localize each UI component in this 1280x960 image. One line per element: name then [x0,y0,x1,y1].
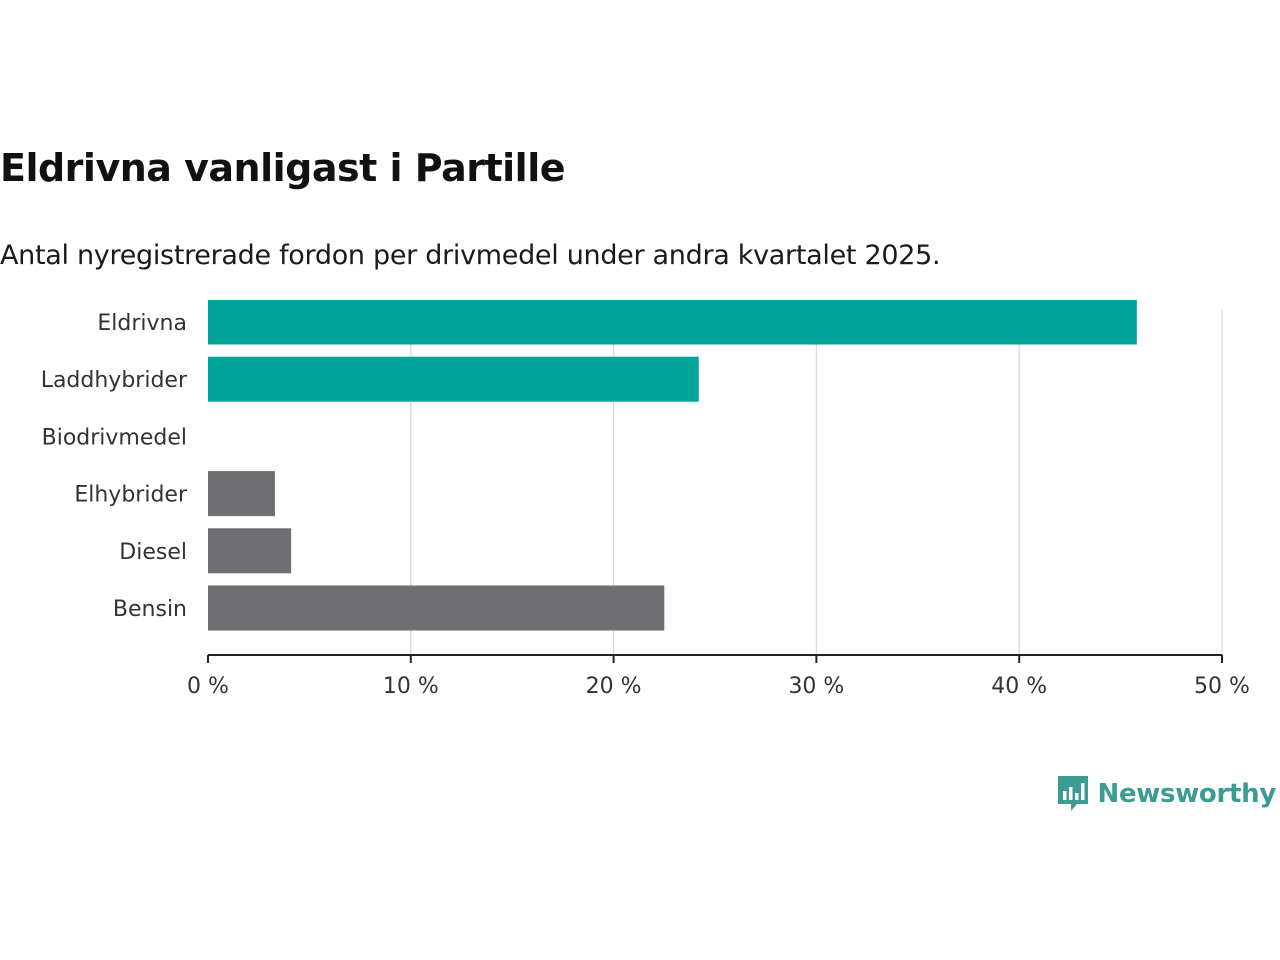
x-tick-label: 0 % [187,674,229,699]
bar [208,300,1137,345]
newsworthy-brand: Newsworthy [1056,774,1276,814]
bars [208,300,1137,631]
category-label: Elhybrider [74,483,188,508]
bar [208,356,699,402]
x-tick-label: 30 % [788,674,844,699]
category-label: Bensin [113,597,187,622]
x-tick-label: 50 % [1194,674,1250,699]
chart-subtitle: Antal nyregistrerade fordon per drivmede… [0,240,941,271]
bar-chart: Eldrivna Laddhybrider Biodrivmedel Elhybrid… [41,300,1250,699]
category-label: Diesel [119,540,187,565]
bar [208,585,665,631]
chart-title: Eldrivna vanligast i Partille [0,146,566,190]
brand-name: Newsworthy [1097,779,1277,809]
newsworthy-chart-bubble-icon [1057,776,1088,811]
category-label: Biodrivmedel [42,425,187,450]
category-labels: Eldrivna Laddhybrider Biodrivmedel Elhybrid… [41,311,188,622]
category-label: Laddhybrider [41,368,188,393]
x-axis: 0 % 10 % 20 % 30 % 40 % 50 % [187,654,1250,699]
bar [208,471,275,517]
bar [208,528,292,574]
x-tick-label: 10 % [383,674,439,699]
x-tick-label: 40 % [991,674,1047,699]
category-label: Eldrivna [97,311,187,336]
x-tick-label: 20 % [586,674,642,699]
